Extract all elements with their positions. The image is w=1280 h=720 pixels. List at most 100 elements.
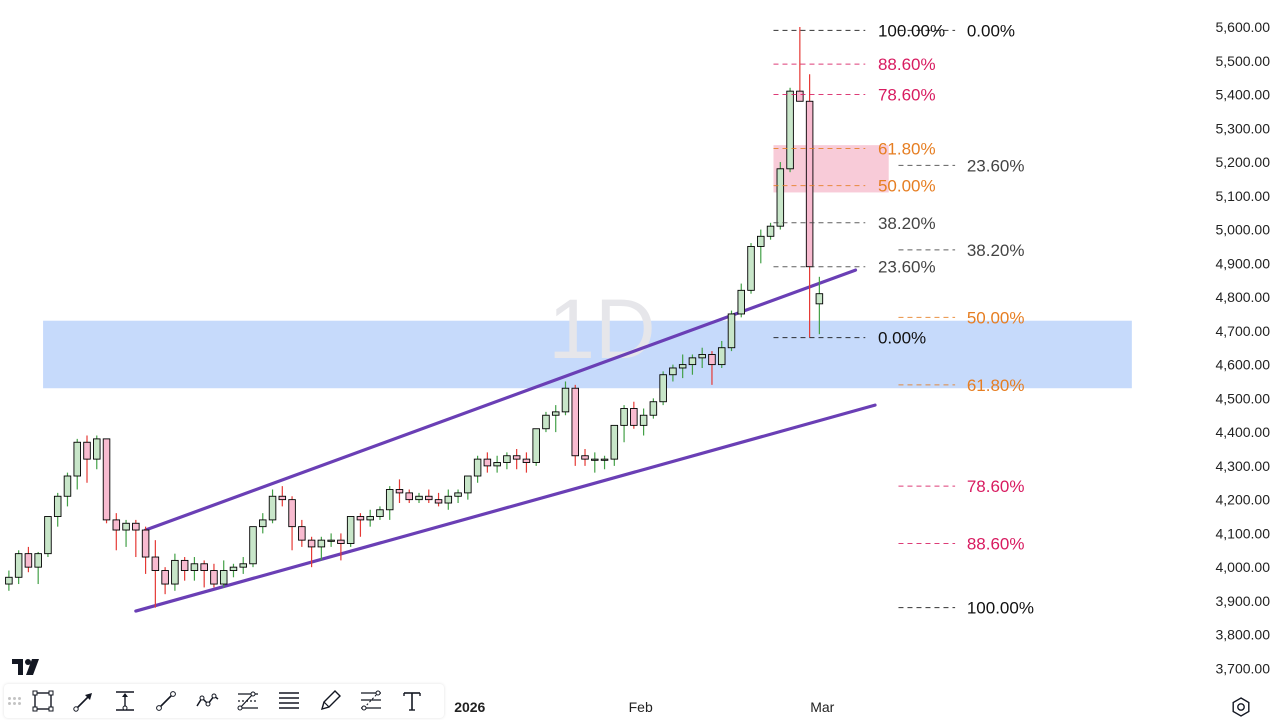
price-tick-label: 4,000.00 — [1216, 559, 1271, 575]
price-tick-label: 3,700.00 — [1216, 660, 1271, 676]
candle-body — [200, 563, 208, 571]
text-icon[interactable] — [391, 686, 432, 716]
candle — [434, 492, 443, 507]
candle — [581, 449, 589, 466]
fib-level-label: 61.80% — [878, 140, 936, 159]
candle — [112, 513, 121, 551]
price-range-icon[interactable] — [104, 686, 145, 716]
candle — [317, 536, 326, 561]
fib-level-label: 50.00% — [878, 177, 936, 196]
price-tick-label: 5,600.00 — [1216, 19, 1271, 35]
price-tick-label: 3,800.00 — [1216, 627, 1271, 643]
candle-body — [346, 516, 355, 544]
fib-level-label: 23.60% — [967, 156, 1025, 175]
candle-body — [102, 438, 111, 521]
fib-level-label: 100.00% — [967, 599, 1034, 618]
candle-body — [63, 475, 72, 497]
candle-body — [366, 516, 374, 521]
candle — [727, 310, 736, 352]
candle — [522, 452, 531, 473]
settings-gear-icon[interactable] — [1230, 696, 1252, 718]
candle-body — [132, 522, 140, 531]
candle — [659, 371, 667, 406]
candle — [405, 489, 413, 504]
candle-body — [561, 387, 570, 413]
horizontal-lines-icon[interactable] — [268, 686, 309, 716]
candle — [83, 435, 91, 483]
candle — [132, 519, 140, 558]
fib-retracement-long[interactable]: 0.00% 23.60% 38.20% 50.00% 61.80% 78.60% 88.60… — [898, 21, 1034, 618]
price-tick-label: 4,500.00 — [1216, 390, 1271, 406]
candle — [34, 551, 42, 585]
arrow-line-icon[interactable] — [63, 686, 104, 716]
candle-body — [307, 539, 316, 548]
price-tick-label: 4,400.00 — [1216, 424, 1271, 440]
fib-level-label: 88.60% — [967, 535, 1025, 554]
candle-body — [776, 168, 785, 227]
price-tick-label: 5,300.00 — [1216, 120, 1271, 136]
price-tick-label: 5,400.00 — [1216, 87, 1271, 103]
candle — [151, 540, 160, 608]
candle — [747, 243, 755, 294]
candle — [786, 87, 794, 173]
candle — [366, 509, 374, 527]
price-tick-label: 3,900.00 — [1216, 593, 1271, 609]
fib-level-label: 38.20% — [878, 214, 936, 233]
price-tick-label: 4,200.00 — [1216, 492, 1271, 508]
fib-retracement-icon[interactable] — [350, 686, 391, 716]
rectangle-icon[interactable] — [22, 686, 63, 716]
candle — [346, 516, 355, 547]
channel-line-2[interactable] — [134, 403, 877, 613]
candle-body — [44, 516, 52, 555]
candle-body — [659, 374, 667, 403]
candle-body — [288, 499, 296, 528]
candle-body — [219, 570, 228, 585]
candle — [717, 340, 726, 368]
candle — [678, 354, 687, 379]
candle-body — [444, 495, 453, 504]
time-axis[interactable]: 2026 Feb Mar — [454, 699, 834, 715]
channel-line-1[interactable] — [143, 268, 858, 532]
candle — [376, 506, 384, 520]
price-tick-label: 4,100.00 — [1216, 525, 1271, 541]
candle-body — [483, 458, 492, 467]
candle-body — [493, 462, 501, 467]
candle — [571, 384, 580, 466]
candle — [766, 222, 775, 240]
path-icon[interactable] — [186, 686, 227, 716]
candle-body — [522, 458, 531, 463]
candle — [503, 452, 511, 470]
price-tick-label: 5,200.00 — [1216, 154, 1271, 170]
candle — [551, 405, 560, 433]
candle-body — [239, 563, 247, 568]
drag-handle-icon[interactable] — [8, 691, 22, 711]
candle — [395, 479, 404, 504]
candle — [385, 486, 394, 520]
candle — [278, 486, 287, 507]
price-tick-label: 5,500.00 — [1216, 53, 1271, 69]
candle-body — [649, 401, 658, 416]
blue-zone[interactable] — [43, 320, 1132, 389]
price-axis[interactable]: 5,600.00 5,500.00 5,400.00 5,300.00 5,200.00… — [1216, 19, 1271, 676]
time-tick-label: 2026 — [454, 699, 485, 715]
candle — [298, 519, 306, 547]
candle-body — [425, 495, 433, 501]
arrow-marker-icon[interactable] — [309, 686, 350, 716]
price-tick-label: 4,900.00 — [1216, 255, 1271, 271]
candle — [639, 408, 648, 436]
trend-line-icon[interactable] — [145, 686, 186, 716]
candle — [630, 401, 638, 429]
candle-body — [766, 225, 775, 237]
fib-channel-icon[interactable] — [227, 686, 268, 716]
time-tick-label: Mar — [810, 699, 834, 715]
candle-body — [805, 100, 814, 268]
candle-body — [669, 367, 677, 376]
candle — [473, 455, 482, 483]
candle-body — [24, 553, 33, 568]
fib-level-label: 61.80% — [967, 376, 1025, 395]
candle-body — [503, 455, 511, 463]
candle — [698, 347, 706, 368]
candle-body — [747, 245, 755, 291]
candle-body — [815, 293, 824, 305]
